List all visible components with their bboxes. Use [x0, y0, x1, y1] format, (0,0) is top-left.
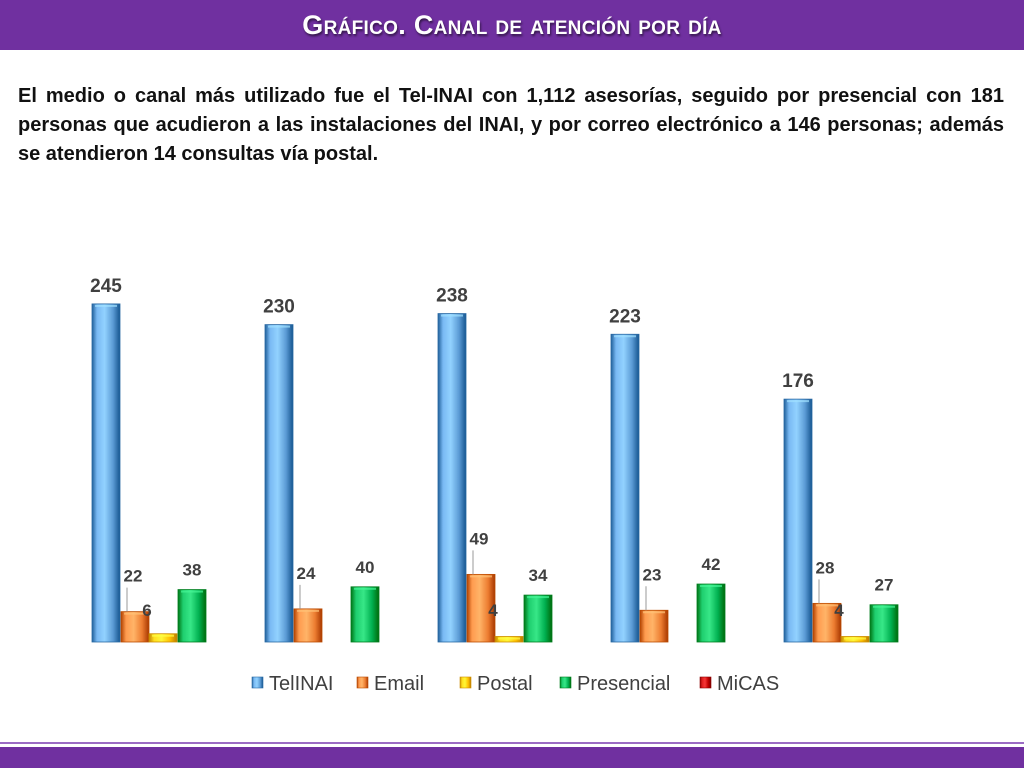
description-text: El medio o canal más utilizado fue el Te…	[18, 85, 1004, 165]
bar-highlight	[95, 304, 117, 307]
bar-postal-1	[148, 633, 178, 643]
legend-swatch-presencial	[559, 676, 572, 689]
bar-telinai-2	[264, 324, 294, 643]
bar-presencial-4	[696, 583, 726, 643]
bar-highlight	[816, 604, 838, 607]
data-label-email-2: 24	[297, 564, 316, 583]
data-label-telinai-1: 245	[90, 276, 122, 297]
bar-email-4	[639, 609, 669, 643]
legend-swatch-micas	[699, 676, 712, 689]
legend-label-telinai: TelINAI	[269, 673, 333, 695]
data-labels-layer: 245 22 6 38 230 24 40 238 49 4 34 223 23 42 176 28 4 27	[90, 276, 893, 620]
data-label-email-3: 49	[470, 529, 489, 548]
data-label-presencial-5: 27	[875, 576, 894, 595]
bar-telinai-4	[610, 333, 640, 643]
bar-email-5	[812, 602, 842, 643]
data-label-email-5: 28	[816, 558, 835, 577]
bars-layer	[91, 303, 899, 643]
bar-highlight	[700, 585, 722, 588]
data-label-presencial-2: 40	[356, 558, 375, 577]
data-label-telinai-4: 223	[609, 306, 641, 327]
legend-label-postal: Postal	[477, 673, 533, 695]
legend-label-email: Email	[374, 673, 424, 695]
chart-legend: TelINAI Email Postal Presencial MiCAS	[251, 673, 779, 695]
bar-highlight	[787, 400, 809, 403]
data-label-email-1: 22	[124, 567, 143, 586]
data-label-telinai-3: 238	[436, 286, 468, 307]
bar-email-1	[120, 611, 150, 643]
bar-highlight	[614, 335, 636, 338]
bar-highlight	[873, 605, 895, 608]
bar-highlight	[470, 575, 492, 578]
bar-highlight	[181, 590, 203, 593]
data-label-postal-1: 6	[142, 601, 151, 620]
bar-highlight	[297, 609, 319, 612]
bar-highlight	[152, 634, 174, 637]
page-title: Gráfico. Canal de atención por día	[302, 9, 722, 40]
bar-email-3	[466, 573, 496, 643]
title-bar: Gráfico. Canal de atención por día	[0, 0, 1024, 50]
bar-highlight	[498, 637, 520, 640]
bar-highlight	[124, 612, 146, 615]
data-label-presencial-4: 42	[702, 555, 721, 574]
legend-swatch-telinai	[251, 676, 264, 689]
bar-telinai-5	[783, 398, 813, 643]
bar-presencial-1	[177, 589, 207, 643]
legend-swatch-postal	[459, 676, 472, 689]
data-label-telinai-2: 230	[263, 297, 295, 318]
data-label-presencial-1: 38	[183, 561, 202, 580]
bar-telinai-1	[91, 303, 121, 643]
data-label-email-4: 23	[643, 565, 662, 584]
data-label-postal-5: 4	[834, 601, 844, 620]
data-label-postal-3: 4	[488, 601, 498, 620]
bar-email-2	[293, 608, 323, 643]
bar-presencial-3	[523, 594, 553, 643]
data-label-presencial-3: 34	[529, 566, 548, 585]
bar-highlight	[527, 596, 549, 599]
data-label-telinai-5: 176	[782, 371, 814, 392]
bar-highlight	[354, 587, 376, 590]
footer-bar	[0, 747, 1024, 768]
legend-swatch-email	[356, 676, 369, 689]
legend-label-presencial: Presencial	[577, 673, 670, 695]
bar-highlight	[441, 314, 463, 317]
bar-telinai-3	[437, 313, 467, 643]
footer-divider	[0, 742, 1024, 744]
bar-highlight	[844, 637, 866, 640]
legend-label-micas: MiCAS	[717, 673, 779, 695]
bar-presencial-5	[869, 604, 899, 643]
bar-highlight	[643, 611, 665, 614]
bar-presencial-2	[350, 586, 380, 643]
bar-chart: 245 22 6 38 230 24 40 238 49 4 34 223 23 42 176 28 4 27 T…	[90, 276, 899, 695]
bar-highlight	[268, 325, 290, 328]
